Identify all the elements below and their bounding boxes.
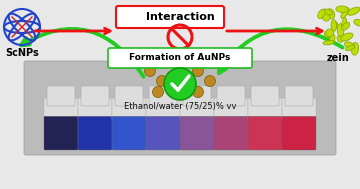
Ellipse shape (342, 22, 350, 30)
Ellipse shape (322, 12, 330, 21)
Ellipse shape (323, 40, 334, 45)
Ellipse shape (327, 9, 335, 19)
FancyBboxPatch shape (282, 98, 316, 120)
Text: ScNPs: ScNPs (5, 48, 39, 58)
FancyBboxPatch shape (251, 86, 279, 106)
Ellipse shape (342, 18, 347, 29)
FancyBboxPatch shape (146, 98, 180, 120)
FancyBboxPatch shape (214, 98, 248, 120)
FancyArrowPatch shape (219, 29, 343, 73)
FancyBboxPatch shape (78, 98, 112, 120)
Text: Ethanol/water (75/25)% vv: Ethanol/water (75/25)% vv (124, 102, 236, 112)
FancyBboxPatch shape (217, 86, 245, 106)
Ellipse shape (337, 36, 343, 42)
Circle shape (204, 75, 216, 87)
Ellipse shape (326, 29, 333, 37)
Ellipse shape (331, 19, 337, 31)
Circle shape (153, 87, 163, 98)
Circle shape (193, 66, 203, 77)
Circle shape (193, 87, 203, 98)
Ellipse shape (337, 24, 344, 37)
Text: Interaction: Interaction (146, 12, 214, 22)
Ellipse shape (318, 9, 325, 19)
FancyBboxPatch shape (116, 6, 224, 28)
Ellipse shape (348, 7, 360, 15)
FancyBboxPatch shape (248, 98, 282, 120)
Ellipse shape (346, 45, 355, 51)
Text: zein: zein (327, 53, 349, 63)
FancyBboxPatch shape (146, 116, 180, 150)
FancyBboxPatch shape (78, 116, 112, 150)
FancyBboxPatch shape (183, 86, 211, 106)
FancyBboxPatch shape (24, 61, 336, 155)
FancyBboxPatch shape (81, 86, 109, 106)
FancyBboxPatch shape (47, 86, 75, 106)
FancyBboxPatch shape (180, 98, 214, 120)
Ellipse shape (341, 33, 353, 41)
Ellipse shape (351, 43, 359, 55)
FancyBboxPatch shape (214, 116, 248, 150)
FancyBboxPatch shape (108, 48, 252, 68)
FancyBboxPatch shape (112, 98, 146, 120)
Text: Formation of AuNPs: Formation of AuNPs (129, 53, 231, 63)
Ellipse shape (354, 19, 360, 26)
Circle shape (157, 75, 167, 87)
Ellipse shape (341, 8, 349, 18)
FancyBboxPatch shape (44, 98, 78, 120)
Ellipse shape (332, 22, 338, 29)
FancyBboxPatch shape (285, 86, 313, 106)
Ellipse shape (323, 9, 333, 15)
Circle shape (144, 66, 156, 77)
Ellipse shape (336, 6, 348, 12)
FancyArrowPatch shape (21, 29, 144, 77)
Ellipse shape (329, 33, 335, 42)
Ellipse shape (324, 31, 332, 38)
FancyBboxPatch shape (149, 86, 177, 106)
FancyBboxPatch shape (115, 86, 143, 106)
Circle shape (164, 68, 196, 100)
FancyBboxPatch shape (248, 116, 282, 150)
FancyBboxPatch shape (282, 116, 316, 150)
Ellipse shape (345, 42, 355, 49)
FancyBboxPatch shape (180, 116, 214, 150)
FancyBboxPatch shape (44, 116, 78, 150)
FancyBboxPatch shape (112, 116, 146, 150)
